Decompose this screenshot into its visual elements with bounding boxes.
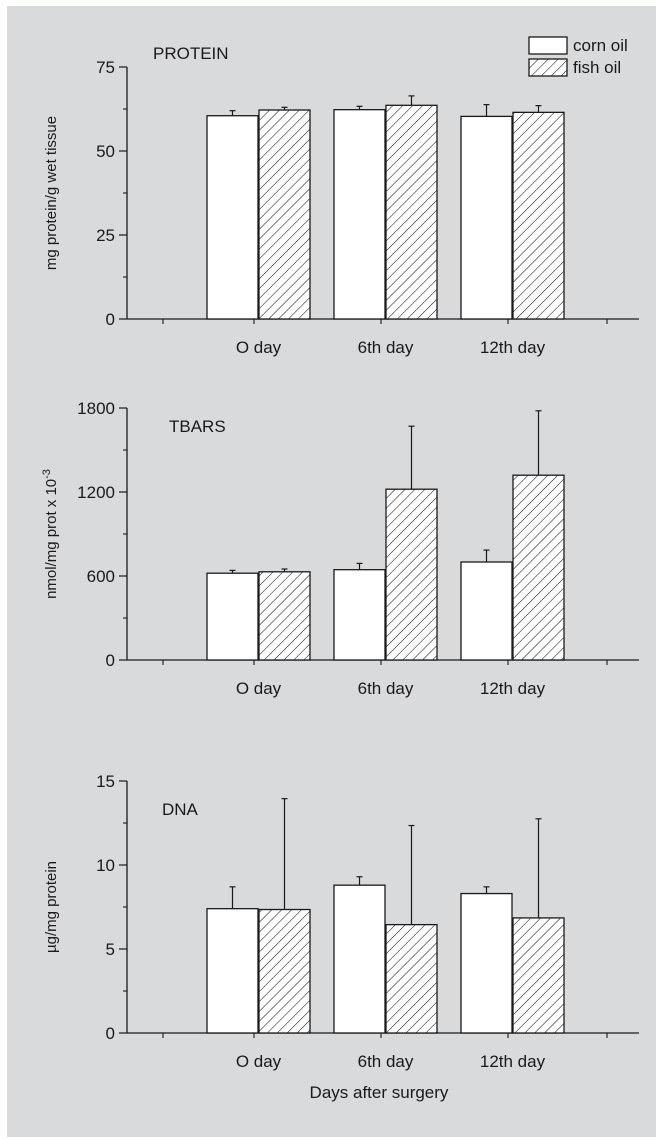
- y-axis-title: nmol/mg prot x 10-3: [41, 469, 60, 599]
- bar-fish-oil-12th-day: [512, 917, 565, 1034]
- y-tick-label: 10: [96, 856, 115, 875]
- legend-swatch-fish-oil: [528, 58, 568, 77]
- bar-corn-oil-12th-day: [460, 115, 513, 320]
- bar-fish-oil-12th-day: [512, 111, 565, 320]
- category-label-6th-day: 6th day: [358, 338, 414, 357]
- y-axis-title: µg/mg protein: [43, 861, 60, 953]
- bar-corn-oil-6th-day: [333, 884, 386, 1034]
- x-axis-title: Days after surgery: [310, 1083, 449, 1102]
- category-label-6th-day: 6th day: [358, 1052, 414, 1071]
- y-tick-label: 50: [96, 142, 115, 161]
- panel-protein: 0 25 50 75 O day 6th day 12th day PROTEIN mg pro…: [43, 44, 639, 357]
- y-axis-title-superscript: -3: [41, 469, 53, 479]
- y-tick-label: 0: [106, 1024, 115, 1043]
- panel-dna: 0 5 10 15 O day 6th day 12th day DNA µg/mg prote…: [43, 772, 639, 1071]
- panel-title-tbars: TBARS: [169, 417, 226, 436]
- bar-fish-oil-6th-day: [385, 923, 438, 1034]
- bar-fish-oil-6th-day: [385, 488, 438, 661]
- bar-fish-oil-o-day: [258, 571, 311, 661]
- legend-swatch-corn-oil: [528, 36, 568, 55]
- bar-fish-oil-o-day: [258, 109, 311, 320]
- category-label-o-day: O day: [236, 338, 282, 357]
- y-tick-label: 600: [87, 567, 115, 586]
- figure-panel: corn oil fish oil 0 25 50 75 O day 6th day 12t…: [7, 6, 656, 1137]
- bar-corn-oil-o-day: [206, 908, 259, 1034]
- panel-tbars: 0 600 1200 1800 O day 6th day 12th day TBARS nmo…: [41, 399, 639, 698]
- y-tick-label: 15: [96, 772, 115, 791]
- bar-corn-oil-6th-day: [333, 569, 386, 661]
- panel-title-protein: PROTEIN: [153, 44, 229, 63]
- category-label-6th-day: 6th day: [358, 679, 414, 698]
- panel-title-dna: DNA: [162, 800, 199, 819]
- bar-corn-oil-o-day: [206, 115, 259, 320]
- y-tick-label: 0: [106, 651, 115, 670]
- category-label-o-day: O day: [236, 679, 282, 698]
- y-tick-label: 5: [106, 940, 115, 959]
- legend-label-corn-oil: corn oil: [573, 36, 628, 55]
- bar-fish-oil-o-day: [258, 908, 311, 1034]
- category-label-12th-day: 12th day: [480, 679, 546, 698]
- y-tick-label: 25: [96, 226, 115, 245]
- bar-fish-oil-6th-day: [385, 104, 438, 320]
- bar-corn-oil-12th-day: [460, 561, 513, 661]
- y-tick-label: 75: [96, 58, 115, 77]
- legend-label-fish-oil: fish oil: [573, 58, 621, 77]
- legend: corn oil fish oil: [528, 36, 628, 77]
- category-label-12th-day: 12th day: [480, 338, 546, 357]
- y-tick-label: 1800: [77, 399, 115, 418]
- bar-corn-oil-6th-day: [333, 109, 386, 320]
- y-tick-label: 1200: [77, 483, 115, 502]
- category-label-o-day: O day: [236, 1052, 282, 1071]
- bar-corn-oil-o-day: [206, 572, 259, 661]
- y-axis-title: mg protein/g wet tissue: [43, 116, 60, 270]
- bar-fish-oil-12th-day: [512, 474, 565, 661]
- category-label-12th-day: 12th day: [480, 1052, 546, 1071]
- y-tick-label: 0: [106, 310, 115, 329]
- bar-corn-oil-12th-day: [460, 892, 513, 1034]
